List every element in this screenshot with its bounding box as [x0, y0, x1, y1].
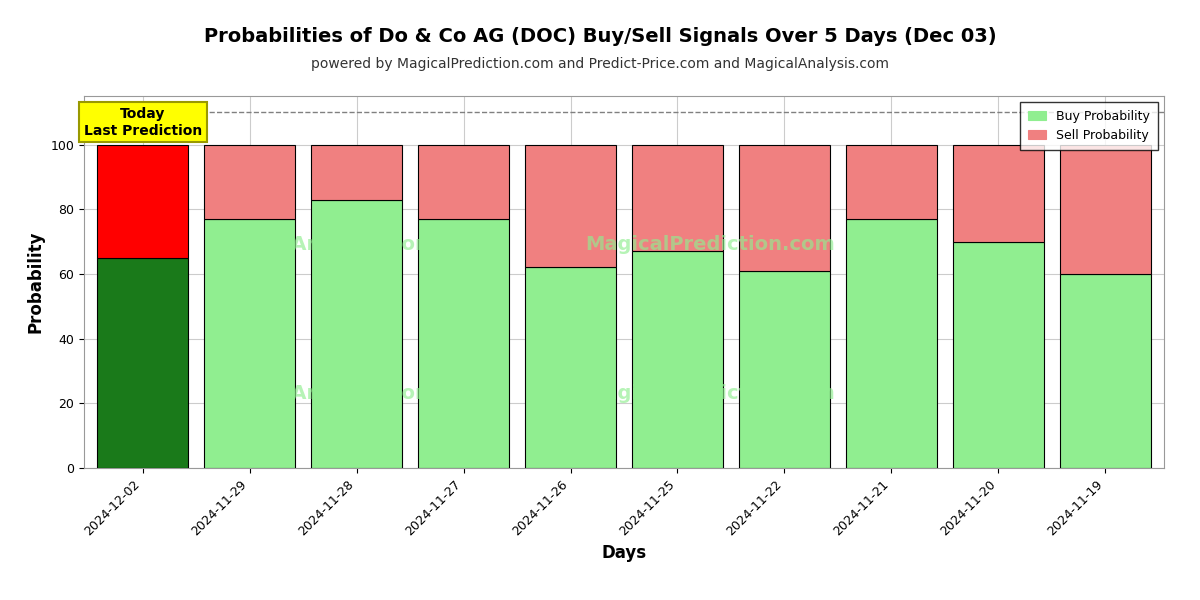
Text: MagicalPrediction.com: MagicalPrediction.com — [586, 235, 835, 254]
Bar — [632, 145, 722, 251]
Bar — [526, 268, 616, 468]
Bar — [846, 145, 937, 219]
Bar — [311, 145, 402, 200]
Bar — [632, 251, 722, 468]
Legend: Buy Probability, Sell Probability: Buy Probability, Sell Probability — [1020, 102, 1158, 149]
Y-axis label: Probability: Probability — [26, 231, 44, 333]
Bar — [204, 219, 295, 468]
Text: Today
Last Prediction: Today Last Prediction — [84, 107, 202, 137]
Bar — [953, 145, 1044, 242]
Bar — [1060, 145, 1151, 274]
Bar — [97, 145, 188, 258]
Bar — [418, 145, 509, 219]
Bar — [418, 219, 509, 468]
Bar — [97, 258, 188, 468]
Bar — [739, 271, 830, 468]
Bar — [846, 219, 937, 468]
Bar — [526, 145, 616, 268]
Bar — [739, 145, 830, 271]
X-axis label: Days: Days — [601, 544, 647, 562]
Text: MagicalAnalysis.com: MagicalAnalysis.com — [208, 235, 436, 254]
Bar — [311, 200, 402, 468]
Text: powered by MagicalPrediction.com and Predict-Price.com and MagicalAnalysis.com: powered by MagicalPrediction.com and Pre… — [311, 57, 889, 71]
Text: MagicalPrediction.com: MagicalPrediction.com — [586, 384, 835, 403]
Bar — [204, 145, 295, 219]
Text: MagicalAnalysis.com: MagicalAnalysis.com — [208, 384, 436, 403]
Text: Probabilities of Do & Co AG (DOC) Buy/Sell Signals Over 5 Days (Dec 03): Probabilities of Do & Co AG (DOC) Buy/Se… — [204, 27, 996, 46]
Bar — [1060, 274, 1151, 468]
Bar — [953, 242, 1044, 468]
